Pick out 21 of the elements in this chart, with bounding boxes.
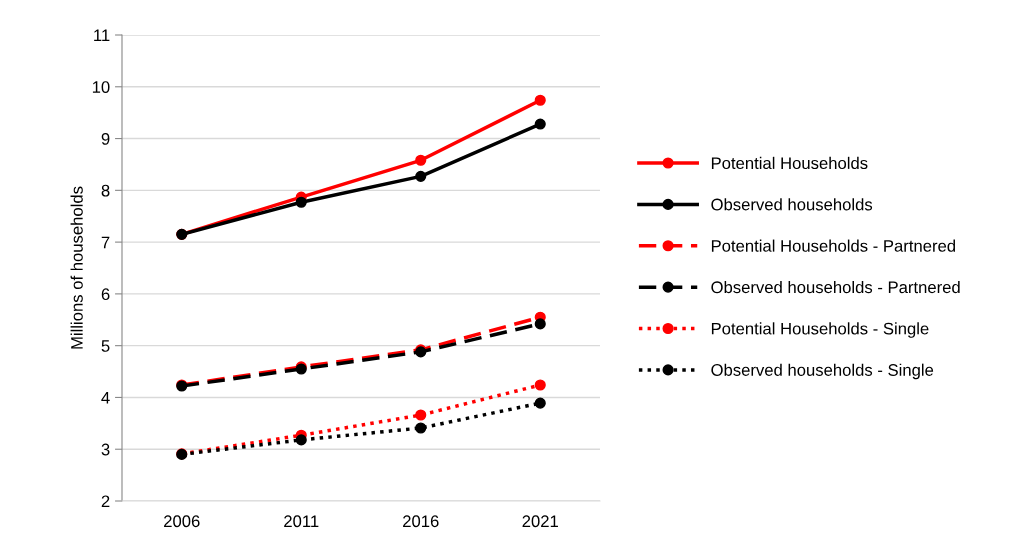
y-tick-label: 2 [101,495,110,508]
x-tick-label: 2006 [164,515,200,528]
x-tick-label: 2011 [284,515,319,528]
y-tick-label: 9 [101,132,110,145]
legend-label: Potential Households - Partnered [711,239,956,252]
legend-label: Potential Households [711,156,868,170]
y-tick-label: 5 [101,340,110,352]
legend-label: Observed households - Single [711,363,934,380]
x-tick-label: 2021 [522,515,558,528]
y-tick-label: 6 [101,288,110,301]
y-tick-label: 4 [101,392,110,404]
y-tick-label: 7 [101,236,110,249]
y-tick-label: 8 [101,184,110,197]
y-tick-label: 10 [92,81,110,93]
y-axis-title: Millions of households [70,186,83,349]
x-tick-label: 2016 [403,515,439,528]
y-tick-label: 3 [101,443,110,456]
legend-label: Observed households [711,198,873,211]
legend-label: Observed households - Partnered [711,280,960,294]
legend-label: Potential Households - Single [711,322,929,338]
y-tick-label: 11 [94,29,110,42]
